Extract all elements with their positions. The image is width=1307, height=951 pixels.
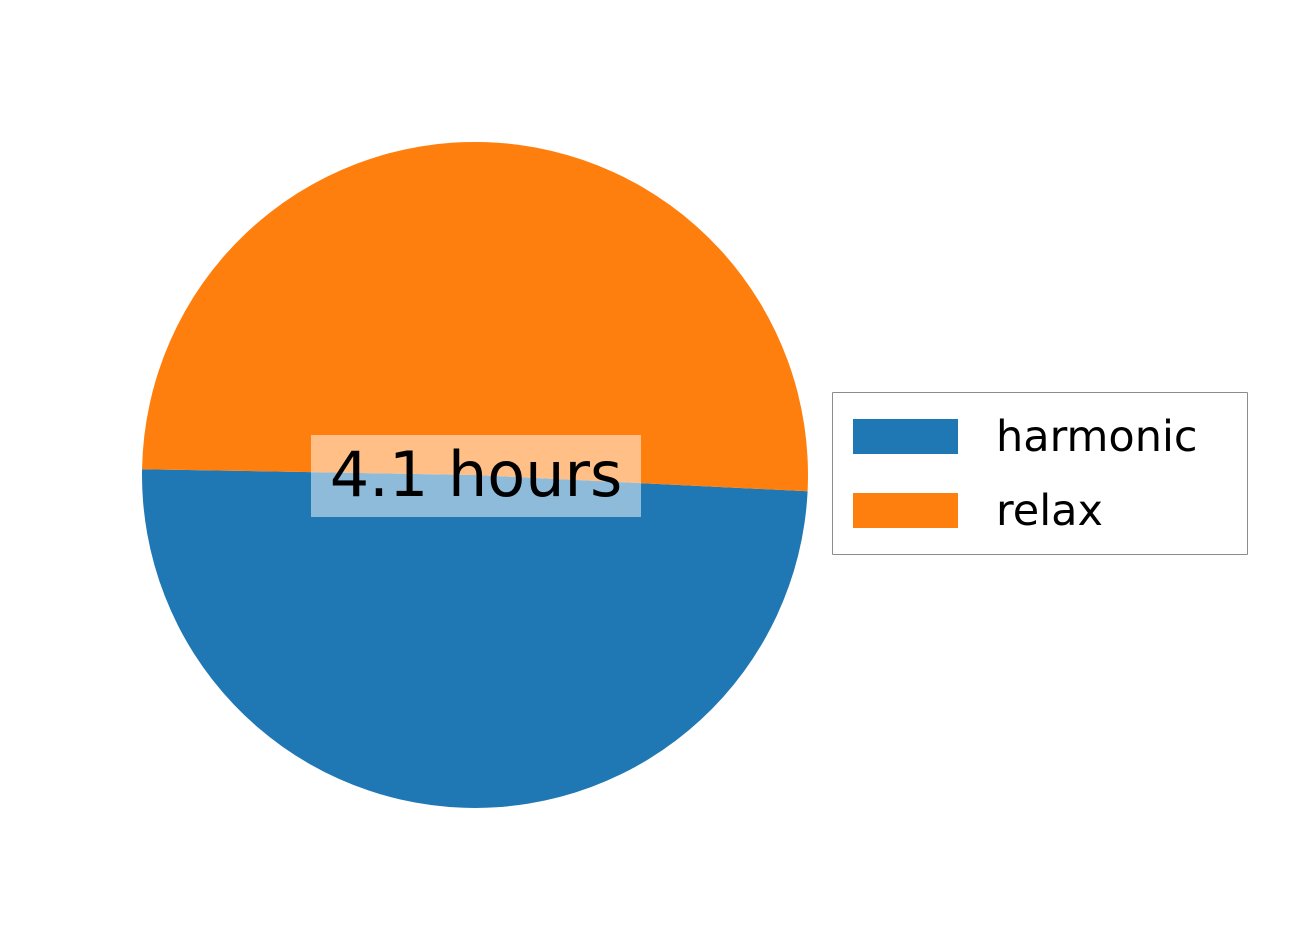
legend-item-relax[interactable]: relax bbox=[853, 489, 1103, 532]
legend-swatch-relax bbox=[853, 492, 958, 528]
center-label-box: 4.1 hours bbox=[311, 435, 641, 517]
pie-slice-relax[interactable] bbox=[142, 141, 809, 492]
legend-label-relax: relax bbox=[996, 485, 1103, 536]
legend-swatch-harmonic bbox=[853, 418, 958, 454]
center-label-text: 4.1 hours bbox=[329, 438, 623, 511]
pie-slice-harmonic[interactable] bbox=[142, 469, 808, 808]
legend-label-harmonic: harmonic bbox=[996, 411, 1198, 462]
pie-svg bbox=[142, 141, 809, 808]
pie-chart bbox=[142, 141, 809, 808]
legend-item-harmonic[interactable]: harmonic bbox=[853, 415, 1198, 458]
legend: harmonic relax bbox=[832, 392, 1248, 555]
